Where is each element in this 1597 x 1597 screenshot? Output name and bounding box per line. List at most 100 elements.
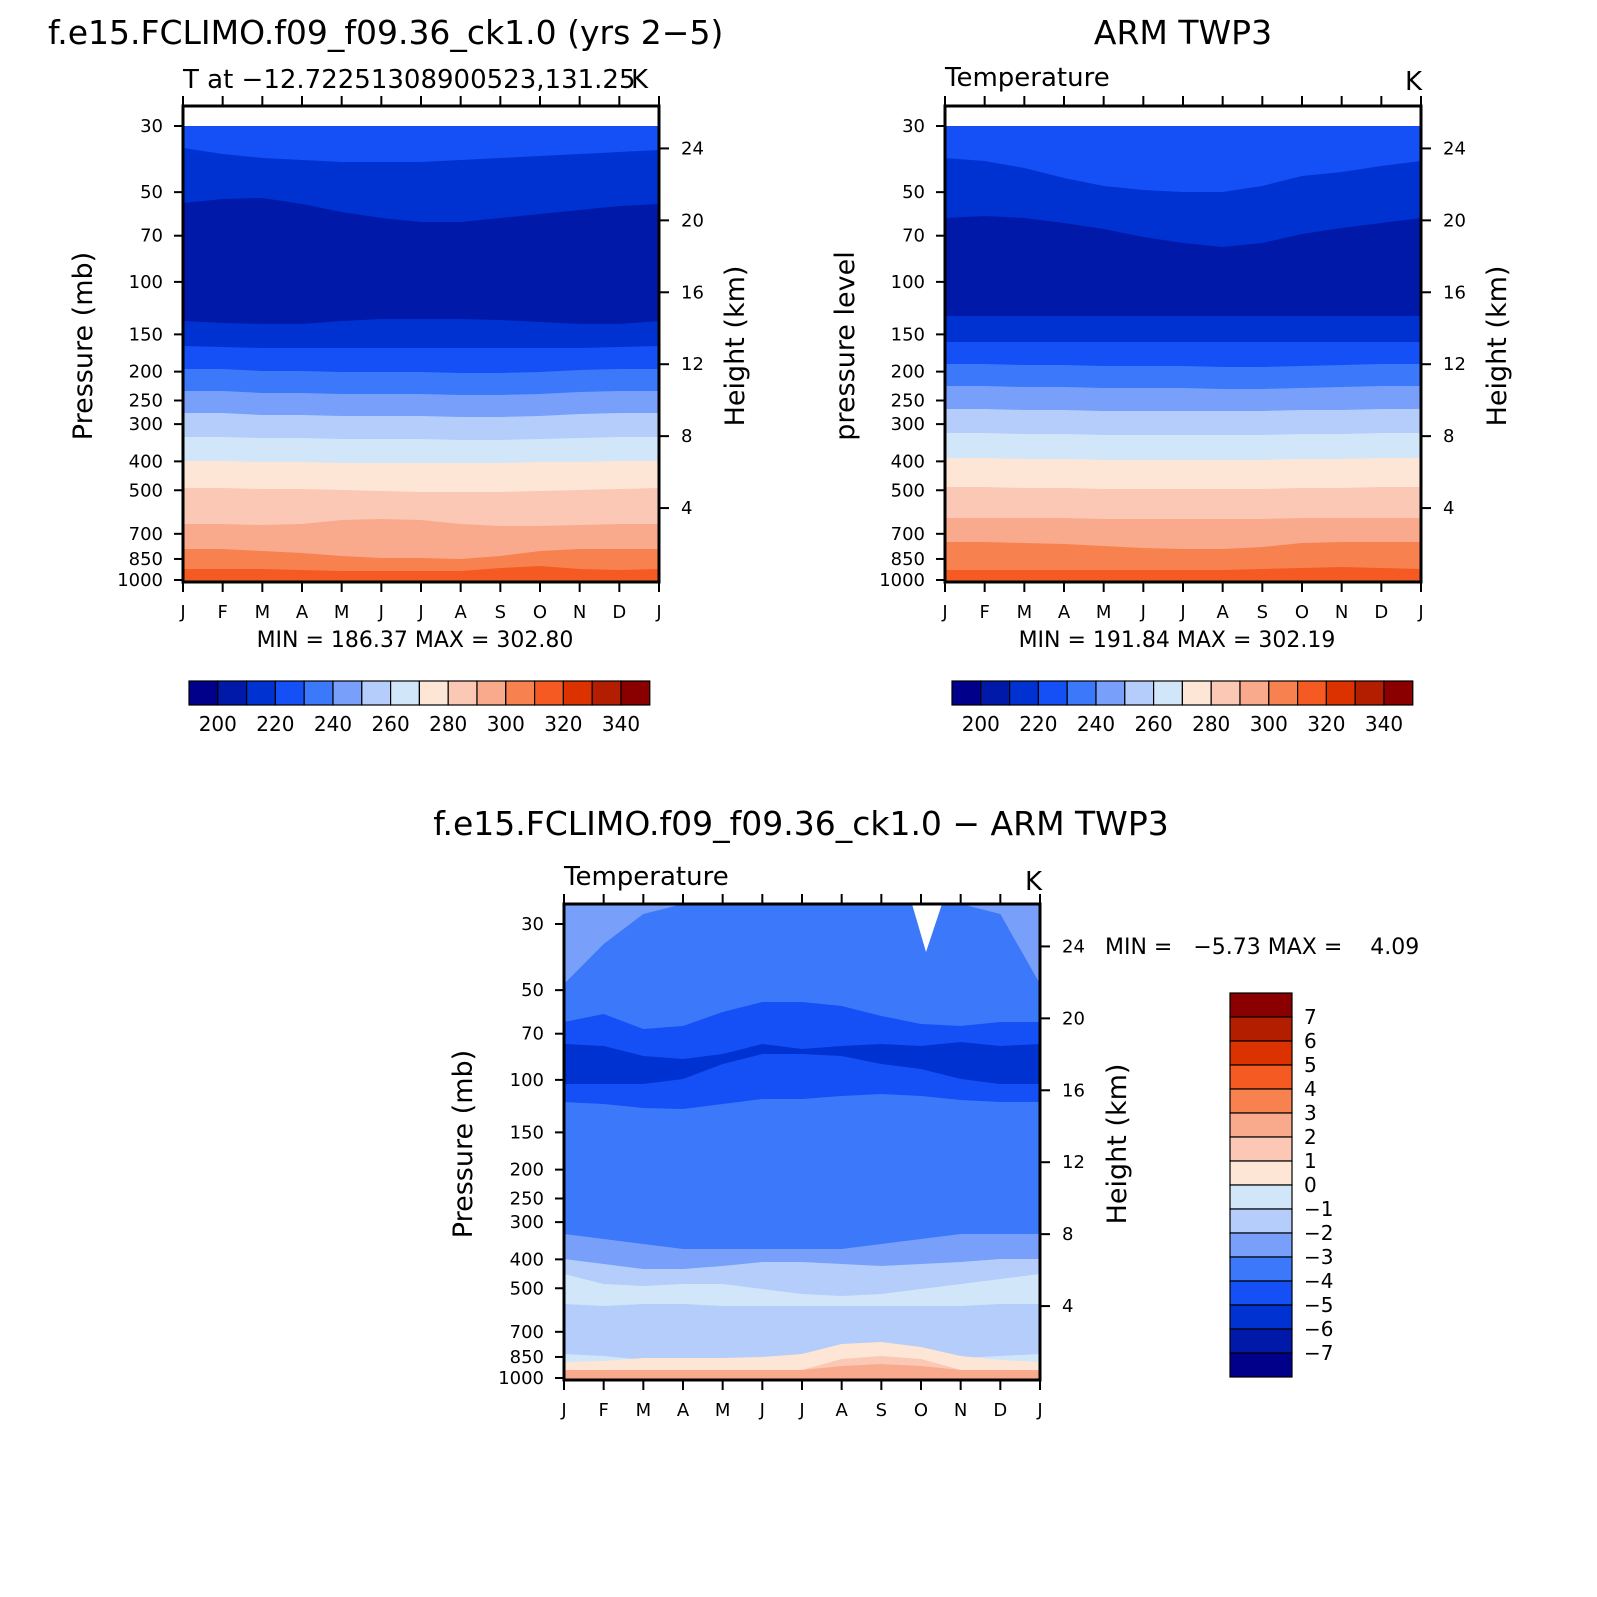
colorbar-box [1229, 1184, 1293, 1210]
colorbar-box [1037, 680, 1068, 706]
x-tick-label: M [636, 1400, 652, 1421]
colorbar-label: 1 [1304, 1149, 1317, 1173]
x-tick-label: N [573, 602, 586, 623]
colorbar-label: 260 [1135, 712, 1173, 736]
x-tick-label: M [1017, 602, 1033, 623]
y-tick-label: 100 [129, 272, 163, 293]
x-tick-label: A [455, 602, 468, 623]
y-right-tick-label: 4 [681, 498, 692, 519]
y-right-tick-label: 24 [1062, 936, 1085, 957]
y-tick-label: 100 [891, 272, 925, 293]
colorbar-box [505, 680, 536, 706]
colorbar-label: 0 [1304, 1173, 1317, 1197]
y-tick-label: 850 [510, 1347, 544, 1368]
y-right-tick-label: 8 [1443, 426, 1454, 447]
y-tick-label: 150 [510, 1122, 544, 1143]
x-tick-label: J [759, 1400, 765, 1421]
colorbar-label: 340 [602, 712, 640, 736]
x-tick-label: J [179, 602, 185, 623]
colorbar-box [1229, 1016, 1293, 1042]
x-tick-label: M [334, 602, 350, 623]
colorbar-box [1325, 680, 1356, 706]
y-tick-label: 1000 [117, 570, 163, 591]
colorbar-box [245, 680, 276, 706]
colorbar-box [1008, 680, 1039, 706]
x-tick-label: J [941, 602, 947, 623]
x-tick-label: J [1179, 602, 1185, 623]
y-right-tick-label: 8 [1062, 1224, 1073, 1245]
panel-diff-units: K [1025, 867, 1043, 897]
y-right-tick-label: 12 [681, 354, 704, 375]
colorbar-box [332, 680, 363, 706]
x-tick-label: A [836, 1400, 849, 1421]
y-right-tick-label: 16 [1062, 1080, 1085, 1101]
panel-model-min-max: MIN = 186.37 MAX = 302.80 [257, 628, 574, 653]
colorbar-box [1229, 1136, 1293, 1162]
x-tick-label: S [1257, 602, 1268, 623]
y-tick-label: 850 [891, 549, 925, 570]
contour-fills [564, 904, 1040, 1380]
colorbar-label: −4 [1304, 1269, 1333, 1293]
y-tick-label: 400 [510, 1249, 544, 1270]
panel-obs-units: K [1405, 67, 1423, 97]
y-right-tick-label: 20 [1062, 1008, 1085, 1029]
colorbar-box [980, 680, 1011, 706]
y-tick-label: 300 [510, 1212, 544, 1233]
y-right-tick-label: 24 [1443, 138, 1466, 159]
colorbar-label: −5 [1304, 1293, 1333, 1317]
x-tick-label: M [1096, 602, 1112, 623]
panel-model-colorbar: 200 220 240 260 280 300 320 340 [188, 680, 651, 736]
colorbar-label: −2 [1304, 1221, 1333, 1245]
colorbar-label: 220 [256, 712, 294, 736]
y-right-tick-label: 12 [1062, 1152, 1085, 1173]
y-right-tick-label: 4 [1443, 498, 1454, 519]
colorbar-box [1229, 1064, 1293, 1090]
colorbar-box [1268, 680, 1299, 706]
y-right-tick-label: 16 [681, 282, 704, 303]
panel-diff-title: f.e15.FCLIMO.f09_f09.36_ck1.0 − ARM TWP3 [433, 804, 1168, 843]
colorbar-label: 300 [1250, 712, 1288, 736]
colorbar-label: 2 [1304, 1125, 1317, 1149]
colorbar-box [390, 680, 421, 706]
y-tick-label: 500 [129, 480, 163, 501]
y-tick-label: 50 [521, 980, 544, 1001]
y-tick-label: 70 [140, 226, 163, 247]
x-tick-label: D [1374, 602, 1388, 623]
y-right-tick-label: 24 [681, 138, 704, 159]
colorbar-label: 240 [314, 712, 352, 736]
colorbar-box [1383, 680, 1414, 706]
missing-data-notch [912, 904, 942, 952]
x-tick-label: A [1058, 602, 1071, 623]
x-tick-label: F [598, 1400, 608, 1421]
x-tick-label: J [798, 1400, 804, 1421]
panel-model-title: f.e15.FCLIMO.f09_f09.36_ck1.0 (yrs 2−5) [48, 13, 723, 52]
y-tick-label: 200 [510, 1160, 544, 1181]
colorbar-box [591, 680, 622, 706]
x-tick-label: J [655, 602, 661, 623]
y-right-tick-label: 4 [1062, 1296, 1073, 1317]
y-tick-label: 850 [129, 549, 163, 570]
x-tick-label: M [715, 1400, 731, 1421]
y-tick-label: 200 [129, 362, 163, 383]
contour-band [564, 1364, 1040, 1380]
colorbar-label: −3 [1304, 1245, 1333, 1269]
x-tick-label: M [255, 602, 271, 623]
colorbar-box [1181, 680, 1212, 706]
colorbar-box [418, 680, 449, 706]
colorbar-label: 280 [429, 712, 467, 736]
colorbar-box [1095, 680, 1126, 706]
y-tick-label: 700 [891, 524, 925, 545]
colorbar-box [1297, 680, 1328, 706]
contour-band [183, 566, 659, 582]
x-tick-label: J [1417, 602, 1423, 623]
y-tick-label: 300 [891, 414, 925, 435]
x-tick-label: D [993, 1400, 1007, 1421]
colorbar-box [447, 680, 478, 706]
y-tick-label: 500 [510, 1278, 544, 1299]
y-right-tick-label: 16 [1443, 282, 1466, 303]
colorbar-box [1153, 680, 1184, 706]
contour-band [945, 567, 1421, 582]
